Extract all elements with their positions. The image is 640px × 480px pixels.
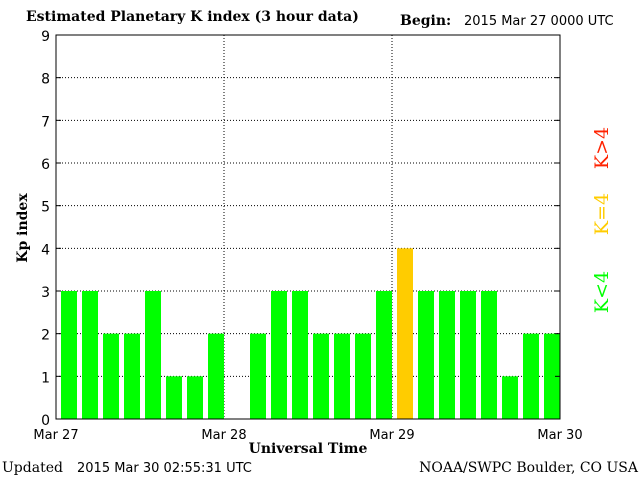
y-tick-label: 8 (41, 72, 50, 88)
kp-bar (502, 376, 518, 419)
y-tick-label: 5 (41, 200, 50, 216)
kp-bar (208, 333, 224, 419)
y-tick-label: 3 (41, 285, 50, 301)
y-tick-label: 0 (41, 413, 50, 429)
updated-value: 2015 Mar 30 02:55:31 UTC (77, 461, 252, 476)
x-axis-label: Universal Time (249, 441, 368, 457)
kp-bar (397, 248, 413, 419)
updated-label: Updated (2, 460, 63, 476)
y-tick-label: 9 (41, 29, 50, 45)
kp-bar (334, 333, 350, 419)
begin-value: 2015 Mar 27 0000 UTC (464, 14, 614, 29)
chart-title: Estimated Planetary K index (3 hour data… (26, 9, 359, 25)
kp-bar (355, 333, 371, 419)
kp-bar (271, 291, 287, 419)
x-tick-label: Mar 29 (369, 428, 414, 443)
y-tick-label: 1 (41, 370, 50, 386)
kp-bar (418, 291, 434, 419)
y-tick-label: 6 (41, 157, 50, 173)
legend-high: K>4 (591, 127, 613, 169)
kp-bar (481, 291, 497, 419)
axis-ticks: 0 1 2 3 4 5 6 7 8 9 Mar 27 Mar 28 Mar 29 Mar 30 (33, 29, 582, 443)
kp-bar (544, 333, 560, 419)
x-tick-label: Mar 27 (33, 428, 78, 443)
x-tick-label: Mar 30 (537, 428, 582, 443)
kp-bar (103, 333, 119, 419)
kp-bar (124, 333, 140, 419)
kp-bar (460, 291, 476, 419)
kp-bar (523, 333, 539, 419)
kp-bar (145, 291, 161, 419)
y-tick-label: 4 (41, 242, 50, 258)
kp-bar (82, 291, 98, 419)
kp-bar (166, 376, 182, 419)
legend-equal: K=4 (591, 193, 613, 235)
legend-low: K<4 (591, 271, 613, 313)
kp-bar (439, 291, 455, 419)
y-tick-label: 7 (41, 114, 50, 130)
kp-bar (292, 291, 308, 419)
x-tick-label: Mar 28 (201, 428, 246, 443)
kp-bar (61, 291, 77, 419)
kp-bar (313, 333, 329, 419)
plot-frame (55, 34, 561, 420)
bars (61, 248, 560, 419)
kp-bar (187, 376, 203, 419)
kp-bar (250, 333, 266, 419)
y-tick-label: 2 (41, 328, 50, 344)
y-axis-label: Kp index (15, 193, 31, 263)
begin-label: Begin: (400, 13, 452, 29)
credit-text: NOAA/SWPC Boulder, CO USA (419, 460, 638, 476)
kp-bar (376, 291, 392, 419)
